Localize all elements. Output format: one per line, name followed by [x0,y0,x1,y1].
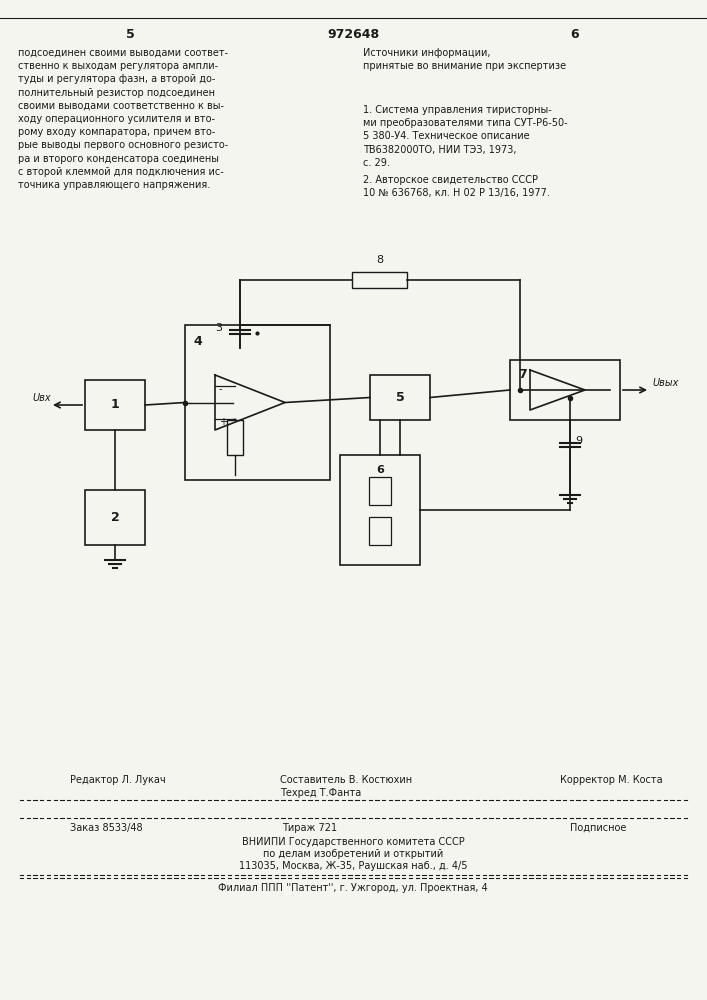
Text: 8: 8 [376,255,384,265]
Text: 1. Система управления тиристорны-
ми преобразователями типа СУТ-Р6-50-
5 380-У4.: 1. Система управления тиристорны- ми пре… [363,105,568,168]
Bar [227,420,243,455]
Bar [340,455,420,565]
Text: 972648: 972648 [327,28,379,41]
Text: 6: 6 [571,28,579,41]
Text: Редактор Л. Лукач: Редактор Л. Лукач [70,775,165,785]
Text: Подписное: Подписное [570,823,626,833]
Text: Источники информации,
принятые во внимание при экспертизе: Источники информации, принятые во вниман… [363,48,566,71]
Bar [370,375,430,420]
Bar [85,490,145,545]
Text: подсоединен своими выводами соответ-
ственно к выходам регулятора ампли-
туды и : подсоединен своими выводами соответ- ств… [18,48,228,190]
Text: 113035, Москва, Ж-35, Раушская наб., д. 4/5: 113035, Москва, Ж-35, Раушская наб., д. … [239,861,467,871]
Text: Заказ 8533/48: Заказ 8533/48 [70,823,143,833]
Text: 4: 4 [193,335,201,348]
Text: 7: 7 [518,368,527,381]
Text: Филиал ППП ''Патент'', г. Ужгород, ул. Проектная, 4: Филиал ППП ''Патент'', г. Ужгород, ул. П… [218,883,488,893]
Text: Составитель В. Костюхин
Техред Т.Фанта: Составитель В. Костюхин Техред Т.Фанта [280,775,412,798]
Text: Корректор М. Коста: Корректор М. Коста [560,775,662,785]
Bar [185,325,330,480]
Bar [369,477,391,505]
Text: Тираж 721: Тираж 721 [282,823,337,833]
Text: -: - [219,384,223,394]
Bar [510,360,620,420]
Bar [353,272,407,288]
Text: 6: 6 [376,465,384,475]
Text: ВНИИПИ Государственного комитета СССР: ВНИИПИ Государственного комитета СССР [242,837,464,847]
Text: 5: 5 [396,391,404,404]
Text: Uвх: Uвх [32,393,51,403]
Bar [85,380,145,430]
Text: +: + [219,417,227,427]
Text: 1: 1 [110,398,119,412]
Text: 2. Авторское свидетельство СССР
10 № 636768, кл. Н 02 Р 13/16, 1977.: 2. Авторское свидетельство СССР 10 № 636… [363,175,550,198]
Text: 2: 2 [110,511,119,524]
Bar [369,517,391,545]
Text: по делам изобретений и открытий: по делам изобретений и открытий [263,849,443,859]
Text: 3: 3 [215,323,222,333]
Text: Uвых: Uвых [652,378,679,388]
Text: 9: 9 [575,436,582,446]
Text: 5: 5 [126,28,134,41]
